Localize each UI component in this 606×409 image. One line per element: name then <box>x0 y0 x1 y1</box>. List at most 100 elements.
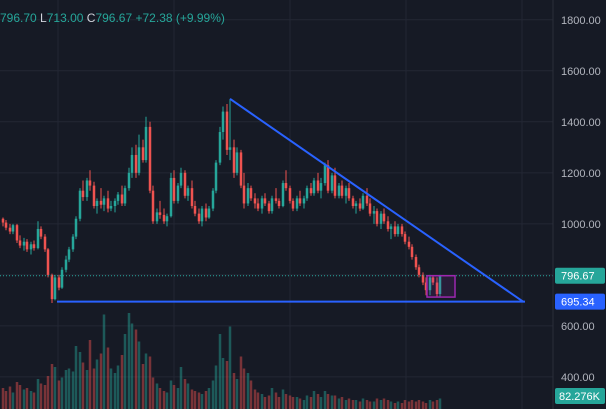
last-price-tag: 796.67 <box>561 271 595 283</box>
candle-body <box>50 274 54 300</box>
volume-bar <box>8 386 12 409</box>
candle-body <box>361 195 365 209</box>
candle-body <box>379 213 383 224</box>
volume-bar <box>256 392 260 409</box>
volume-bar <box>158 388 162 409</box>
price-tick-label: 1800.00 <box>561 15 601 27</box>
volume-bar <box>4 391 8 409</box>
candle-body <box>197 213 201 222</box>
candle-body <box>32 244 36 249</box>
candle-body <box>4 222 8 228</box>
volume-bar <box>281 389 285 409</box>
low-label: L <box>40 11 47 25</box>
volume-bar <box>85 370 89 409</box>
volume-bar <box>242 368 246 409</box>
candle-body <box>389 226 393 229</box>
candle-body <box>88 180 92 186</box>
candle-body <box>22 241 26 246</box>
candle-body <box>225 111 229 150</box>
volume-bar <box>351 400 355 409</box>
candle-body <box>148 126 152 191</box>
candle-body <box>123 188 127 204</box>
candle-body <box>204 208 208 218</box>
volume-bar <box>95 359 99 409</box>
drawings[interactable] <box>57 98 525 303</box>
price-axis[interactable]: 400.00600.00800.001000.001200.001400.001… <box>561 15 601 384</box>
candle-body <box>410 246 414 258</box>
candle-body <box>435 282 439 295</box>
volume-bar <box>36 379 40 409</box>
volume-bar <box>344 400 348 409</box>
candle-body <box>127 172 131 189</box>
volume-bar <box>1 388 5 409</box>
volume-bar <box>424 403 428 409</box>
volume-bar <box>372 401 376 409</box>
candle-body <box>368 203 372 214</box>
candle-body <box>193 206 197 214</box>
candle-body <box>137 147 141 173</box>
volume-bar <box>130 323 134 409</box>
candle-body <box>246 188 250 204</box>
candle-body <box>162 214 166 222</box>
candle-body <box>277 200 281 206</box>
candle-body <box>78 190 82 219</box>
candle-body <box>95 200 99 206</box>
volume-bar <box>298 398 302 409</box>
volume-bar <box>333 395 337 409</box>
volume-bar <box>358 401 362 409</box>
volume-bar <box>197 392 201 409</box>
volume-bar <box>60 377 64 409</box>
volume-bar <box>389 401 393 409</box>
candle-body <box>158 212 162 215</box>
volume-bar <box>400 403 404 409</box>
candle-body <box>141 147 145 161</box>
candle-body <box>109 206 113 209</box>
volume-bar <box>137 341 141 409</box>
volume-bar <box>403 400 407 409</box>
volume-bar <box>277 397 281 409</box>
volume-bar <box>148 356 152 409</box>
volume-bar <box>144 353 148 409</box>
candle-body <box>15 225 19 241</box>
candle-body <box>106 198 110 209</box>
volume-bar <box>386 400 390 409</box>
volume-bar <box>141 364 145 409</box>
candle-body <box>333 175 337 196</box>
volume-bar <box>431 401 435 409</box>
trendline <box>229 98 524 303</box>
volume-bar <box>116 365 120 409</box>
candle-body <box>53 277 57 300</box>
candle-body <box>11 225 15 232</box>
candle-body <box>134 154 138 173</box>
candle-body <box>424 282 428 291</box>
volume-bar <box>218 334 222 409</box>
candle-body <box>186 188 190 196</box>
rectangle-drawing <box>426 274 456 298</box>
candle-body <box>365 195 369 204</box>
candle-body <box>393 226 397 235</box>
candle-body <box>99 200 103 205</box>
price-tick-label: 1600.00 <box>561 66 601 78</box>
price-tick-label: 1400.00 <box>561 117 601 129</box>
candle-body <box>57 277 61 288</box>
candle-body <box>305 188 309 199</box>
candle-body <box>165 216 169 222</box>
candle-body <box>417 267 421 275</box>
candle-body <box>8 227 12 232</box>
volume-bar <box>176 388 180 409</box>
candle-body <box>312 180 316 194</box>
candle-body <box>116 194 120 201</box>
candle-body <box>74 218 78 237</box>
volume-bar <box>32 392 36 409</box>
open-value: 796.70 <box>0 11 37 25</box>
volume-bar <box>319 397 323 409</box>
volume-bar <box>211 380 215 409</box>
candle-body <box>1 218 5 223</box>
volume-bar <box>134 329 138 409</box>
candle-body <box>407 241 411 247</box>
candle-body <box>281 183 285 206</box>
volume-bar <box>260 394 264 409</box>
volume-bar <box>155 383 159 409</box>
volume-bar <box>340 397 344 409</box>
